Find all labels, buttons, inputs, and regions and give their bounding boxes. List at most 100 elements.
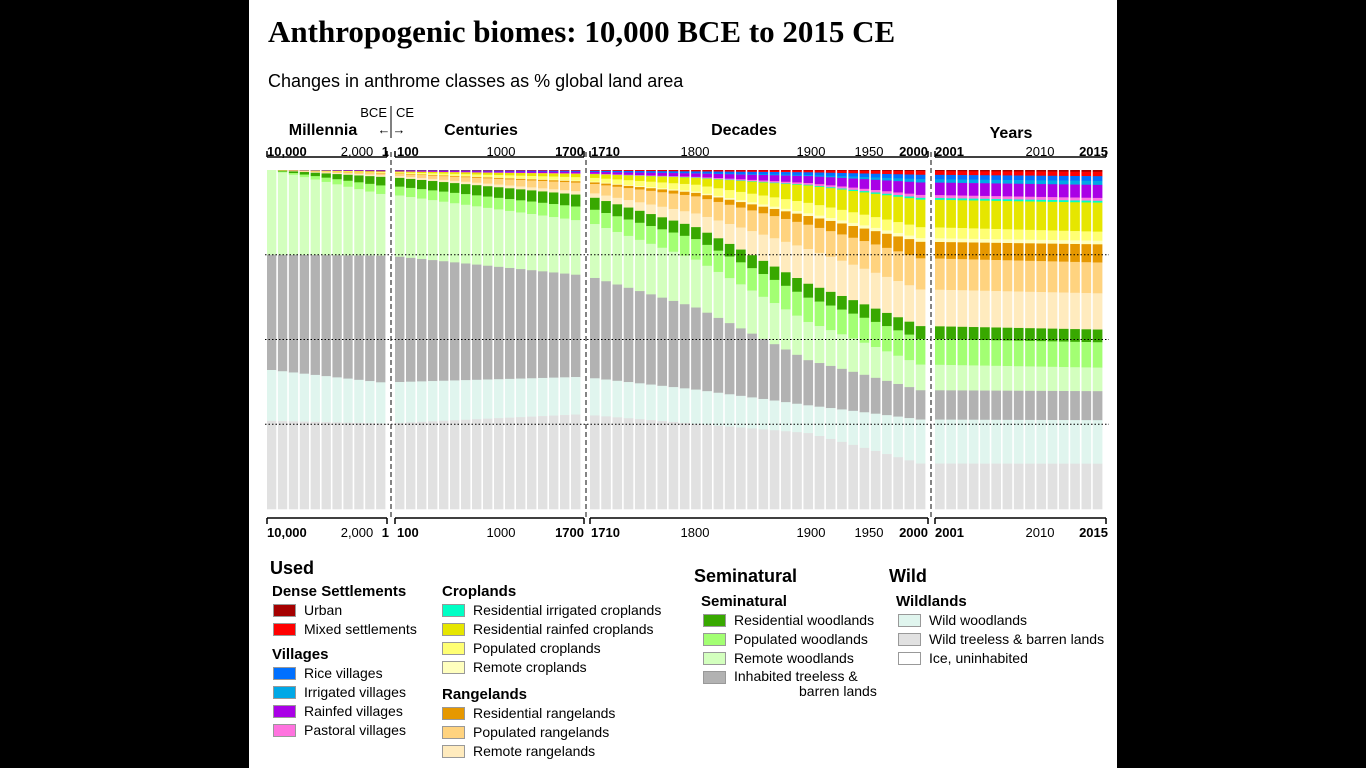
tick-label: 2001 bbox=[935, 525, 964, 540]
bar-segment bbox=[882, 173, 892, 179]
bar-segment bbox=[814, 176, 825, 185]
bar-segment bbox=[736, 170, 746, 173]
bar-segment bbox=[472, 171, 482, 173]
bar-segment bbox=[634, 202, 645, 212]
bar-segment bbox=[780, 285, 791, 310]
bar-segment bbox=[915, 326, 926, 340]
bar-segment bbox=[657, 229, 668, 249]
bar-segment bbox=[904, 198, 915, 225]
bar-segment bbox=[780, 175, 791, 183]
bar-segment bbox=[1002, 170, 1013, 172]
bar-segment bbox=[571, 170, 581, 172]
bar-segment bbox=[780, 199, 791, 210]
bar-segment bbox=[825, 207, 836, 219]
bar-segment bbox=[634, 180, 645, 187]
bar-segment bbox=[450, 172, 460, 175]
tick-label: 1800 bbox=[681, 144, 710, 159]
bar-segment bbox=[848, 187, 858, 191]
bar-segment bbox=[1002, 390, 1013, 421]
bar-segment bbox=[747, 181, 757, 182]
bar-segment bbox=[472, 264, 482, 381]
bar-segment bbox=[814, 186, 825, 206]
bar-segment bbox=[1070, 171, 1080, 177]
bar-segment bbox=[483, 183, 493, 187]
bar-segment bbox=[417, 170, 427, 171]
bar-segment bbox=[758, 398, 769, 430]
bar-segment bbox=[691, 177, 701, 179]
bar-segment bbox=[792, 170, 802, 173]
bar-segment bbox=[1013, 291, 1024, 329]
bar-segment bbox=[724, 173, 735, 175]
bar-segment bbox=[560, 182, 570, 191]
bar-segment bbox=[915, 194, 926, 199]
bar-segment bbox=[859, 228, 870, 242]
bar-segment bbox=[935, 195, 945, 199]
bar-segment bbox=[343, 174, 353, 182]
bar-segment bbox=[343, 255, 353, 379]
bar-segment bbox=[957, 171, 968, 176]
bar-segment bbox=[483, 178, 493, 184]
bar-segment bbox=[991, 179, 1001, 184]
bar-segment bbox=[837, 189, 847, 211]
bar-segment bbox=[724, 174, 735, 179]
bar-segment bbox=[516, 170, 526, 171]
tick-label: 10,000 bbox=[267, 525, 307, 540]
bar-segment bbox=[825, 256, 836, 293]
bar-segment bbox=[1025, 180, 1035, 185]
bar-segment bbox=[991, 259, 1001, 292]
bar-segment bbox=[571, 173, 581, 178]
bar-segment bbox=[634, 189, 645, 203]
legend-swatch bbox=[898, 652, 921, 665]
bar-segment bbox=[1070, 240, 1080, 245]
bar-segment bbox=[1013, 171, 1024, 176]
bar-segment bbox=[494, 266, 504, 380]
bar-segment bbox=[935, 198, 945, 201]
bar-segment bbox=[769, 238, 780, 267]
bar-segment bbox=[935, 170, 945, 172]
bar-segment bbox=[601, 182, 611, 184]
bar-segment bbox=[747, 268, 757, 291]
bar-segment bbox=[837, 170, 847, 174]
bar-segment bbox=[769, 174, 780, 176]
bar-segment bbox=[935, 179, 945, 183]
bar-segment bbox=[646, 176, 656, 182]
bar-segment bbox=[601, 170, 611, 172]
bar-segment bbox=[1002, 175, 1013, 181]
bar-segment bbox=[505, 267, 515, 380]
era-label-bce: BCE bbox=[360, 105, 387, 120]
bar-segment bbox=[527, 170, 537, 171]
bar-segment bbox=[825, 188, 836, 208]
bar-segment bbox=[893, 178, 903, 182]
bar-segment bbox=[538, 215, 548, 272]
bar-segment bbox=[915, 390, 926, 420]
bar-segment bbox=[560, 176, 570, 181]
bar-segment bbox=[1081, 200, 1092, 203]
legend-wildlands-heading: Wildlands bbox=[896, 593, 967, 610]
bar-segment bbox=[968, 170, 979, 172]
bar-segment bbox=[1047, 420, 1058, 464]
bar-segment bbox=[904, 235, 915, 240]
legend-swatch bbox=[273, 604, 296, 617]
bar-segment bbox=[590, 170, 600, 173]
bar-segment bbox=[505, 177, 515, 179]
bar-segment bbox=[980, 195, 990, 200]
bar-segment bbox=[623, 170, 634, 173]
tick-label: 100 bbox=[397, 525, 419, 540]
bar-segment bbox=[646, 420, 656, 510]
bar-segment bbox=[590, 174, 600, 179]
bar-segment bbox=[882, 380, 892, 416]
bar-segment bbox=[428, 181, 438, 191]
bar-segment bbox=[571, 182, 581, 192]
bar-segment bbox=[668, 193, 679, 210]
bar-segment bbox=[406, 422, 416, 510]
bar-segment bbox=[1002, 260, 1013, 292]
bar-segment bbox=[792, 182, 802, 185]
bar-segment bbox=[472, 206, 482, 265]
tick-label: 2001 bbox=[935, 144, 964, 159]
bar-segment bbox=[724, 256, 735, 279]
bar-segment bbox=[1036, 175, 1047, 181]
legend-item-label: Rainfed villages bbox=[304, 703, 403, 719]
bar-segment bbox=[494, 418, 504, 510]
bar-segment bbox=[406, 174, 416, 175]
bar-segment bbox=[612, 186, 623, 199]
